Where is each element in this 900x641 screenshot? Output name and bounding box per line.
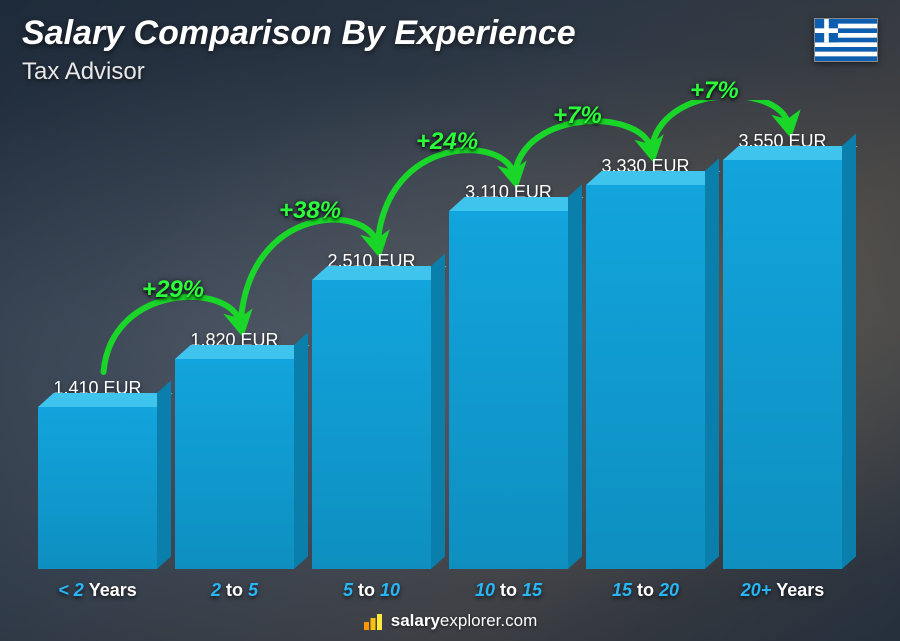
increase-pct-label: +7% xyxy=(690,77,739,105)
greece-flag-icon xyxy=(814,18,878,62)
x-axis-label: 15 to 20 xyxy=(586,580,705,601)
chart-area: 1,410 EUR1,820 EUR2,510 EUR3,110 EUR3,33… xyxy=(30,100,850,569)
x-axis-label: < 2 Years xyxy=(38,580,157,601)
bar xyxy=(723,160,842,569)
footer: salaryexplorer.com xyxy=(0,611,900,631)
bar-slot: 2,510 EUR xyxy=(312,251,431,569)
chart-subtitle: Tax Advisor xyxy=(22,58,145,86)
bar xyxy=(449,211,568,569)
bar-slot: 1,820 EUR xyxy=(175,330,294,569)
bar-slot: 3,550 EUR xyxy=(723,131,842,569)
increase-pct-label: +29% xyxy=(142,276,204,304)
chart-title: Salary Comparison By Experience xyxy=(22,14,576,53)
bar xyxy=(586,185,705,569)
x-axis: < 2 Years 2 to 5 5 to 10 10 to 15 15 to 20 20… xyxy=(30,580,850,601)
x-axis-label: 10 to 15 xyxy=(449,580,568,601)
bar xyxy=(312,280,431,569)
footer-brand-bold: salary xyxy=(391,611,440,630)
bar-slot: 3,110 EUR xyxy=(449,182,568,569)
increase-pct-label: +38% xyxy=(279,197,341,225)
increase-pct-label: +7% xyxy=(553,102,602,130)
x-axis-label: 20+ Years xyxy=(723,580,842,601)
bar-slot: 1,410 EUR xyxy=(38,378,157,569)
bar-slot: 3,330 EUR xyxy=(586,156,705,569)
x-axis-label: 5 to 10 xyxy=(312,580,431,601)
bar xyxy=(175,359,294,569)
footer-text: salaryexplorer.com xyxy=(391,611,538,631)
bar xyxy=(38,407,157,569)
bars-container: 1,410 EUR1,820 EUR2,510 EUR3,110 EUR3,33… xyxy=(30,100,850,569)
increase-pct-label: +24% xyxy=(416,128,478,156)
x-axis-label: 2 to 5 xyxy=(175,580,294,601)
logo-icon xyxy=(363,611,383,631)
footer-brand-rest: explorer.com xyxy=(440,611,537,630)
